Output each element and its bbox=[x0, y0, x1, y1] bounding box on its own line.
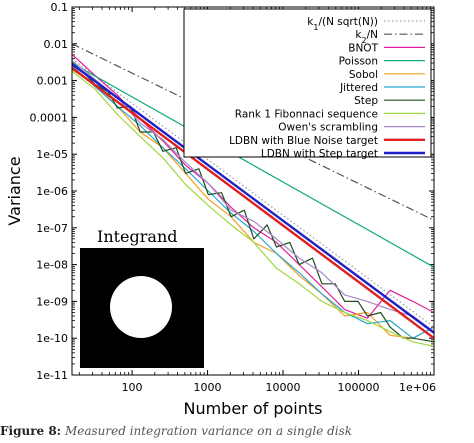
legend-label: k1/(N sqrt(N)) bbox=[307, 16, 378, 32]
series-line-rank-1-fibonnaci-sequence bbox=[72, 70, 434, 347]
y-tick-label: 1e-11 bbox=[36, 369, 68, 382]
legend-label: LDBN with Step target bbox=[261, 148, 378, 160]
caption-text: Measured integration variance on a singl… bbox=[64, 424, 353, 438]
y-tick-label: 1e-06 bbox=[36, 185, 68, 198]
y-tick-label: 0.0001 bbox=[30, 111, 69, 124]
legend-label: k2/N bbox=[355, 29, 378, 45]
y-tick-label: 1e-08 bbox=[36, 259, 68, 272]
x-tick-label: 100000 bbox=[338, 381, 380, 394]
y-tick-label: 0.01 bbox=[44, 38, 69, 51]
figure-caption: Figure 8: Measured integration variance … bbox=[0, 424, 474, 443]
y-tick-label: 1e-09 bbox=[36, 295, 68, 308]
x-tick-label: 100 bbox=[122, 381, 143, 394]
legend-label: Step bbox=[354, 95, 378, 107]
x-tick-labels: 100 1000 10000 100000 1e+06 bbox=[122, 381, 436, 394]
series-line-step bbox=[72, 62, 434, 343]
legend-label: Rank 1 Fibonnaci sequence bbox=[235, 108, 378, 120]
y-tick-label: 1e-07 bbox=[36, 222, 68, 235]
legend-label: Jittered bbox=[339, 82, 378, 94]
legend-label: Sobol bbox=[349, 69, 378, 81]
y-tick-label: 1e-10 bbox=[36, 332, 68, 345]
legend-label: Owen's scrambling bbox=[278, 122, 378, 134]
inset-integrand: Integrand bbox=[80, 227, 204, 368]
y-tick-label: 0.001 bbox=[37, 75, 69, 88]
inset-white-disc bbox=[110, 276, 172, 338]
inset-title: Integrand bbox=[97, 227, 178, 246]
series-line-ldbn-with-blue-noise-target bbox=[72, 67, 434, 340]
x-tick-label: 1e+06 bbox=[399, 381, 436, 394]
variance-chart: 0.1 0.01 0.001 0.0001 1e-05 1e-06 1e-07 1e-08 1e… bbox=[5, 1, 436, 418]
series-line-jittered bbox=[72, 65, 434, 339]
series-line-k2-n bbox=[72, 43, 434, 221]
legend-label: BNOT bbox=[348, 42, 378, 54]
x-axis-label: Number of points bbox=[183, 399, 322, 418]
legend-label: LDBN with Blue Noise target bbox=[229, 135, 378, 147]
series-line-poisson bbox=[72, 62, 434, 268]
plot-frame bbox=[71, 6, 435, 376]
x-tick-label: 1000 bbox=[194, 381, 222, 394]
y-axis-label: Variance bbox=[5, 156, 24, 225]
legend-label: Poisson bbox=[339, 56, 378, 68]
y-tick-label: 1e-05 bbox=[36, 148, 68, 161]
series-line-k1-n-sqrt-n bbox=[72, 58, 434, 328]
series-lines bbox=[72, 43, 434, 347]
y-tick-labels: 0.1 0.01 0.001 0.0001 1e-05 1e-06 1e-07 1e-08 1e… bbox=[30, 1, 69, 382]
caption-label: Figure 8: bbox=[0, 424, 62, 438]
y-tick-label: 0.1 bbox=[51, 1, 69, 14]
series-line-ldbn-with-step-target bbox=[72, 63, 434, 334]
x-tick-label: 10000 bbox=[266, 381, 301, 394]
